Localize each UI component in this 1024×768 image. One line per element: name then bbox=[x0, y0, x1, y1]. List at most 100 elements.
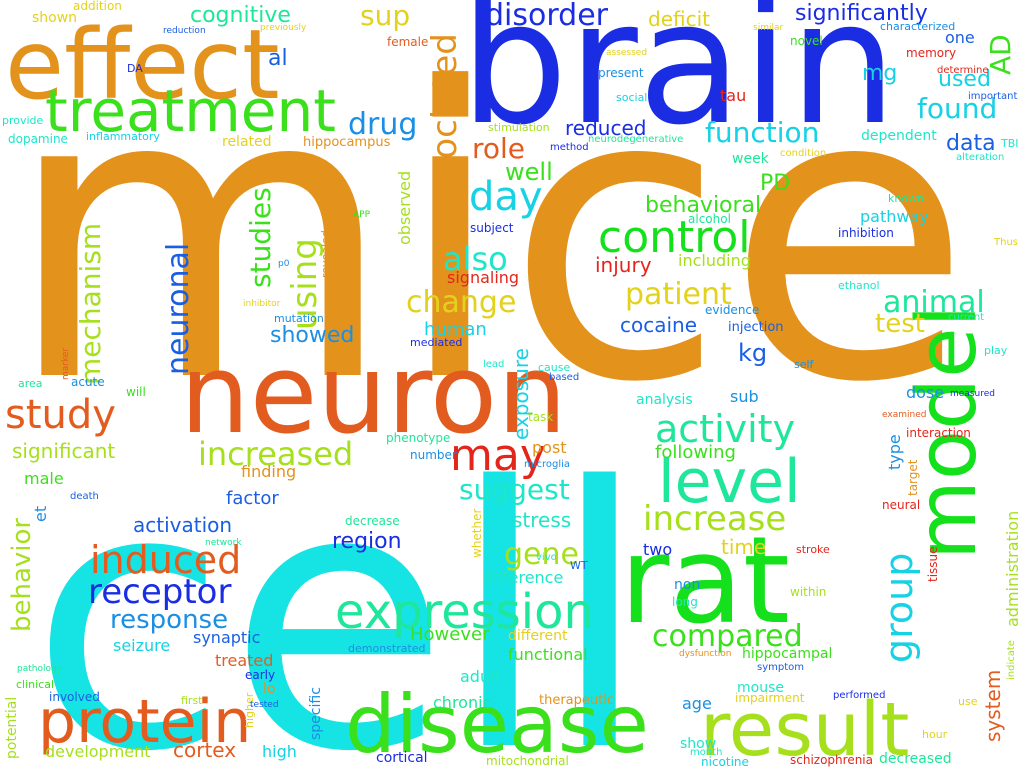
cloud-word: human bbox=[424, 319, 487, 340]
cloud-word: network bbox=[205, 538, 242, 548]
cloud-word: effect bbox=[5, 9, 280, 121]
cloud-word: reduced bbox=[565, 116, 646, 140]
cloud-word: used bbox=[938, 67, 991, 92]
cloud-word: behavioral bbox=[645, 193, 761, 218]
cloud-word: death bbox=[70, 491, 99, 502]
cloud-word: higher bbox=[243, 692, 256, 728]
cloud-word: disorder bbox=[485, 0, 609, 33]
cloud-word: marker bbox=[61, 348, 71, 380]
cloud-word: showed bbox=[270, 323, 354, 348]
cloud-word: cortex bbox=[173, 738, 236, 762]
cloud-word: microglia bbox=[524, 459, 570, 470]
cloud-word: male bbox=[24, 469, 64, 488]
cloud-word: inhibition bbox=[838, 226, 894, 240]
cloud-word: mediated bbox=[410, 336, 462, 349]
cloud-word: area bbox=[18, 377, 43, 390]
cloud-word: brain bbox=[460, 0, 897, 163]
cloud-word: vivo bbox=[536, 552, 557, 563]
cloud-word: test bbox=[875, 309, 925, 339]
cloud-word: mg bbox=[862, 61, 897, 86]
cloud-word: age bbox=[682, 694, 712, 713]
cloud-word: found bbox=[917, 92, 997, 125]
cloud-word: control bbox=[598, 212, 751, 263]
cloud-word: shown bbox=[32, 10, 77, 26]
cloud-word: addition bbox=[73, 0, 122, 13]
cloud-word: hippocampus bbox=[303, 135, 391, 150]
cloud-word: activation bbox=[133, 513, 232, 537]
cloud-word: factor bbox=[226, 488, 279, 509]
cloud-word: et bbox=[31, 506, 50, 522]
cloud-word: mouse bbox=[737, 680, 784, 696]
cloud-word: previously bbox=[260, 23, 307, 33]
cloud-word: studies bbox=[244, 187, 277, 288]
cloud-word: hour bbox=[922, 728, 948, 741]
cloud-word: social bbox=[616, 91, 647, 104]
cloud-word: chronic bbox=[433, 693, 491, 712]
cloud-word: type bbox=[885, 434, 904, 470]
cloud-word: whether bbox=[470, 509, 484, 558]
cloud-word: current bbox=[948, 312, 984, 323]
cloud-word: dependent bbox=[861, 128, 937, 144]
cloud-word: characterized bbox=[880, 20, 955, 33]
cloud-word: known bbox=[888, 192, 924, 205]
cloud-word: provide bbox=[2, 114, 44, 127]
cloud-word: change bbox=[406, 285, 516, 320]
cloud-word: determine bbox=[937, 65, 989, 76]
cloud-word: subject bbox=[470, 221, 514, 235]
cloud-word: cocaine bbox=[620, 313, 697, 337]
cloud-word: measured bbox=[950, 389, 995, 399]
cloud-word: dopamine bbox=[8, 132, 68, 146]
cloud-word: level bbox=[658, 447, 801, 517]
cloud-word: different bbox=[508, 628, 568, 644]
cloud-word: tested bbox=[250, 700, 279, 710]
cloud-word: stress bbox=[512, 508, 571, 532]
cloud-word: neurodegenerative bbox=[588, 134, 683, 145]
cloud-word: day bbox=[469, 174, 543, 220]
cloud-word: significantly bbox=[795, 1, 928, 26]
cloud-word: induced bbox=[90, 538, 241, 582]
cloud-word: stimulation bbox=[488, 121, 550, 134]
cloud-word: long bbox=[672, 595, 698, 609]
cloud-word: decrease bbox=[345, 514, 400, 528]
cloud-word: DA bbox=[127, 62, 143, 75]
cloud-word: hippocampal bbox=[742, 646, 832, 662]
cloud-word: self bbox=[794, 358, 815, 371]
cloud-word: first bbox=[181, 694, 203, 707]
cloud-word: present bbox=[598, 66, 644, 80]
cloud-word: alcohol bbox=[688, 212, 731, 226]
cloud-word: high bbox=[262, 742, 297, 761]
cloud-word: time bbox=[721, 535, 766, 559]
cloud-word: using bbox=[285, 238, 325, 330]
cloud-word: reduction bbox=[163, 26, 206, 36]
cloud-word: week bbox=[732, 151, 770, 167]
cloud-word: sub bbox=[730, 387, 759, 406]
cloud-word: related bbox=[222, 134, 272, 150]
cloud-word: synaptic bbox=[193, 628, 260, 647]
cloud-word: dysfunction bbox=[679, 649, 732, 659]
cloud-word: pathway bbox=[860, 207, 929, 226]
cloud-word: similar bbox=[753, 23, 783, 33]
cloud-word: AD bbox=[984, 34, 1017, 75]
cloud-word: will bbox=[126, 385, 146, 399]
cloud-word: stroke bbox=[796, 543, 830, 556]
cloud-word: phenotype bbox=[386, 431, 450, 445]
cloud-word: signaling bbox=[447, 268, 519, 287]
cloud-word: increase bbox=[643, 499, 786, 539]
cloud-word: number bbox=[410, 448, 457, 462]
cloud-word: behavior bbox=[7, 518, 37, 632]
cloud-word: data bbox=[946, 131, 996, 156]
cloud-word: WT bbox=[570, 559, 588, 572]
cloud-word: performed bbox=[833, 690, 885, 701]
cloud-word: condition bbox=[780, 148, 826, 159]
cloud-word: mice bbox=[5, 5, 972, 470]
cloud-word: method bbox=[550, 142, 589, 153]
cloud-word: therapeutic bbox=[539, 693, 614, 708]
cloud-word: lead bbox=[483, 359, 504, 370]
cloud-word: treatment bbox=[45, 77, 336, 145]
cloud-word: increased bbox=[198, 435, 353, 473]
cloud-word: early bbox=[245, 668, 275, 682]
cloud-word: show bbox=[680, 736, 716, 752]
cloud-word: response bbox=[110, 605, 228, 635]
cloud-word: symptom bbox=[757, 662, 804, 673]
